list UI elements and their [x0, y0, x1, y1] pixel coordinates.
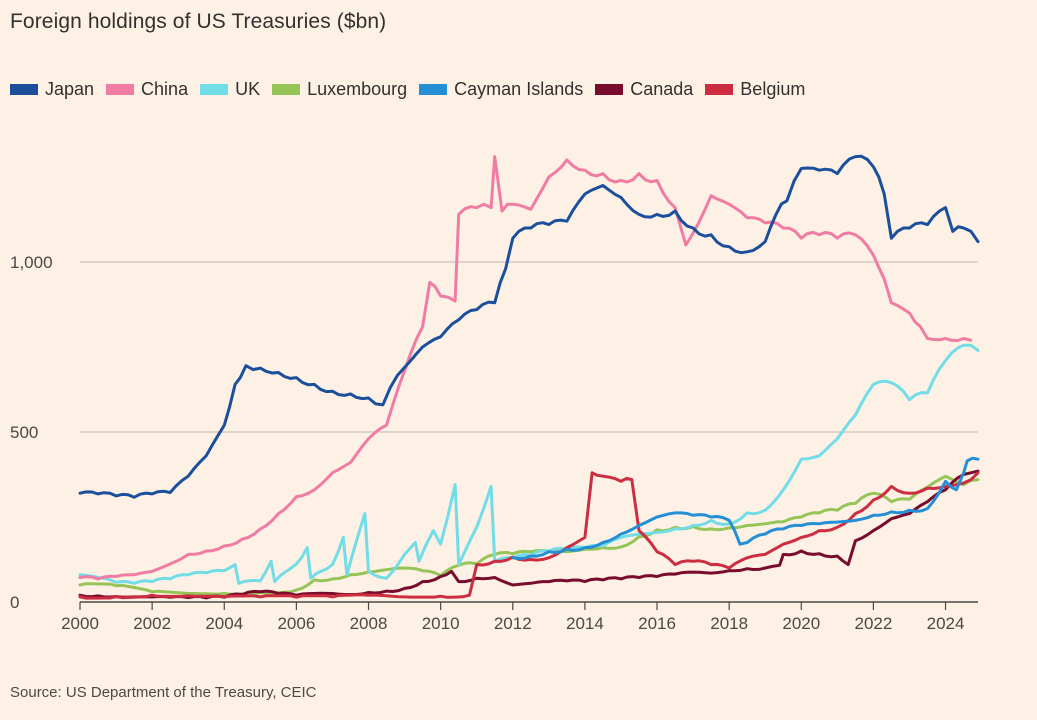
legend-swatch: [200, 84, 229, 95]
series-line-cayman-islands: [511, 456, 980, 560]
legend-item-canada: Canada: [595, 79, 693, 100]
series-line-canada: [78, 469, 980, 600]
series-line-japan: [78, 154, 980, 499]
source-note: Source: US Department of the Treasury, C…: [10, 684, 317, 701]
x-tick-label: 2006: [277, 614, 315, 633]
chart-title: Foreign holdings of US Treasuries ($bn): [10, 10, 387, 33]
legend-label: Japan: [45, 79, 95, 99]
legend-label: Luxembourg: [307, 79, 408, 99]
y-tick-label: 1,000: [10, 253, 53, 272]
x-tick-label: 2020: [782, 614, 820, 633]
legend-item-china: China: [106, 79, 188, 100]
legend-swatch: [10, 84, 38, 95]
series-line-china: [78, 155, 973, 581]
series-line-belgium: [78, 471, 980, 600]
legend-label: UK: [235, 79, 261, 99]
legend-item-belgium: Belgium: [705, 79, 805, 100]
legend-swatch: [705, 84, 734, 95]
legend-label: Cayman Islands: [454, 79, 584, 99]
legend-swatch: [106, 84, 135, 95]
x-tick-label: 2016: [638, 614, 676, 633]
legend-item-luxembourg: Luxembourg: [272, 79, 407, 100]
x-tick-label: 2024: [927, 614, 965, 633]
y-tick-label: 0: [10, 593, 19, 612]
legend-label: China: [141, 79, 189, 99]
x-tick-label: 2004: [205, 614, 243, 633]
x-tick-label: 2002: [133, 614, 171, 633]
x-tick-label: 2000: [61, 614, 99, 633]
chart-legend: Japan China UK Luxembourg Cayman Islands Cana…: [10, 79, 817, 100]
legend-swatch: [272, 84, 301, 95]
legend-item-cayman-islands: Cayman Islands: [419, 79, 583, 100]
x-tick-label: 2010: [422, 614, 460, 633]
x-tick-label: 2012: [494, 614, 532, 633]
x-tick-label: 2008: [350, 614, 388, 633]
y-tick-label: 500: [10, 423, 38, 442]
series-line-luxembourg: [78, 474, 980, 596]
x-tick-label: 2018: [710, 614, 748, 633]
legend-swatch: [595, 84, 624, 95]
legend-item-japan: Japan: [10, 79, 94, 100]
legend-label: Canada: [630, 79, 694, 99]
legend-swatch: [419, 84, 448, 95]
x-tick-label: 2022: [854, 614, 892, 633]
legend-label: Belgium: [740, 79, 806, 99]
x-tick-label: 2014: [566, 614, 604, 633]
series-line-uk: [78, 343, 980, 585]
legend-item-uk: UK: [200, 79, 260, 100]
